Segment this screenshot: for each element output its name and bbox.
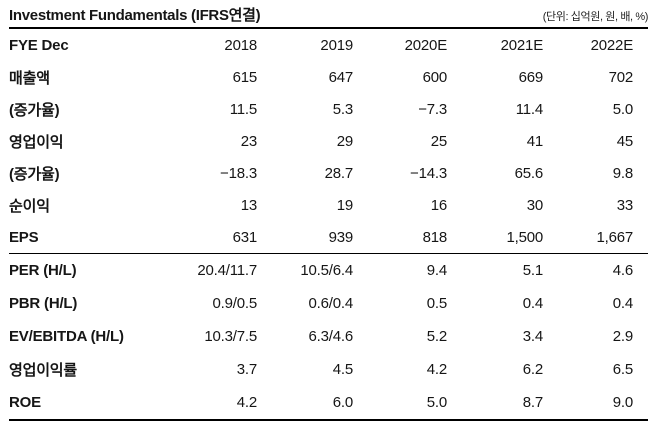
cell-value: 0.5 xyxy=(426,295,447,312)
row-label: EV/EBITDA (H/L) xyxy=(9,328,124,345)
page-title: Investment Fundamentals (IFRS연결) xyxy=(9,7,261,24)
header-year-2019: 2019 xyxy=(320,36,353,54)
cell-value: 9.8 xyxy=(612,164,633,182)
cell-value: 5.1 xyxy=(447,253,543,287)
cell-value: 16 xyxy=(430,196,447,214)
table-row-revenue-growth: (증가율) 11.5 5.3 −7.3 11.4 5.0 xyxy=(9,93,648,125)
cell-value: 30 xyxy=(526,196,543,214)
row-label: EPS xyxy=(9,228,39,246)
cell-value: 5.2 xyxy=(426,328,447,345)
report-table-panel: Investment Fundamentals (IFRS연결) (단위: 십억… xyxy=(9,0,648,421)
cell-value: 6.5 xyxy=(612,361,633,378)
cell-value: 23 xyxy=(240,132,257,150)
table-row-op-growth: (증가율) −18.3 28.7 −14.3 65.6 9.8 xyxy=(9,157,648,189)
table-row-net-profit: 순이익 13 19 16 30 33 xyxy=(9,189,648,221)
unit-note: (단위: 십억원, 원, 배, %) xyxy=(542,11,649,23)
cell-value: 600 xyxy=(422,68,448,86)
cell-value: 11.5 xyxy=(229,100,257,118)
cell-value: 0.6/0.4 xyxy=(308,295,354,312)
cell-value: 615 xyxy=(232,68,258,86)
row-label: 영업이익 xyxy=(9,133,64,151)
cell-value: 10.3/7.5 xyxy=(204,328,257,345)
cell-value: 5.0 xyxy=(612,100,633,118)
row-label: PBR (H/L) xyxy=(9,295,78,312)
table-title-bar: Investment Fundamentals (IFRS연결) (단위: 십억… xyxy=(9,0,648,29)
cell-value: 41 xyxy=(526,132,543,150)
cell-value: 0.4 xyxy=(522,295,543,312)
cell-value: 11.4 xyxy=(515,100,543,118)
cell-value: −18.3 xyxy=(220,164,257,182)
cell-value: 3.7 xyxy=(236,361,257,378)
header-year-2018: 2018 xyxy=(224,36,257,54)
cell-value: 25 xyxy=(430,132,447,150)
cell-value: 2.9 xyxy=(612,328,633,345)
table-row-roe: ROE 4.2 6.0 5.0 8.7 9.0 xyxy=(9,386,648,420)
header-year-2020e: 2020E xyxy=(404,36,448,54)
table-row-per: PER (H/L) 20.4/11.7 10.5/6.4 9.4 5.1 4.6 xyxy=(9,253,648,287)
cell-value: 5.3 xyxy=(332,100,353,118)
table-row-ev-ebitda: EV/EBITDA (H/L) 10.3/7.5 6.3/4.6 5.2 3.4… xyxy=(9,320,648,353)
cell-value: 631 xyxy=(232,228,258,246)
cell-value: 9.4 xyxy=(353,253,447,287)
table-row-op-margin: 영업이익률 3.7 4.5 4.2 6.2 6.5 xyxy=(9,353,648,386)
table-row-operating-profit: 영업이익 23 29 25 41 45 xyxy=(9,125,648,157)
cell-value: 45 xyxy=(616,132,633,150)
cell-value: 9.0 xyxy=(612,394,633,411)
table-row-revenue: 매출액 615 647 600 669 702 xyxy=(9,61,648,93)
cell-value: 4.2 xyxy=(426,361,447,378)
row-label: PER (H/L) xyxy=(9,253,162,287)
table-header-row: FYE Dec 2018 2019 2020E 2021E 2022E xyxy=(9,29,648,61)
cell-value: 19 xyxy=(336,196,353,214)
cell-value: 28.7 xyxy=(324,164,354,182)
cell-value: 33 xyxy=(616,196,633,214)
cell-value: 29 xyxy=(336,132,353,150)
row-label: 영업이익률 xyxy=(9,362,78,379)
cell-value: 4.2 xyxy=(236,394,257,411)
fundamentals-table: FYE Dec 2018 2019 2020E 2021E 2022E 매출액 … xyxy=(9,29,648,421)
row-label: (증가율) xyxy=(9,165,60,183)
header-fye-dec: FYE Dec xyxy=(9,36,69,54)
cell-value: 8.7 xyxy=(522,394,543,411)
cell-value: 647 xyxy=(328,68,354,86)
cell-value: 65.6 xyxy=(514,164,544,182)
row-label: (증가율) xyxy=(9,101,60,119)
row-label: 순이익 xyxy=(9,197,50,215)
cell-value: 6.2 xyxy=(522,361,543,378)
cell-value: 4.5 xyxy=(332,361,353,378)
cell-value: 4.6 xyxy=(543,253,648,287)
cell-value: 3.4 xyxy=(522,328,543,345)
cell-value: 0.4 xyxy=(612,295,633,312)
row-label: 매출액 xyxy=(9,69,50,87)
cell-value: 6.3/4.6 xyxy=(308,328,354,345)
cell-value: 5.0 xyxy=(426,394,447,411)
header-year-2021e: 2021E xyxy=(500,36,544,54)
header-year-2022e: 2022E xyxy=(590,36,634,54)
table-row-pbr: PBR (H/L) 0.9/0.5 0.6/0.4 0.5 0.4 0.4 xyxy=(9,287,648,320)
row-label: ROE xyxy=(9,394,41,411)
cell-value: 1,500 xyxy=(506,228,543,246)
cell-value: 818 xyxy=(422,228,448,246)
table-row-eps: EPS 631 939 818 1,500 1,667 xyxy=(9,221,648,254)
cell-value: 939 xyxy=(328,228,354,246)
cell-value: −14.3 xyxy=(410,164,447,182)
cell-value: −7.3 xyxy=(418,100,447,118)
cell-value: 1,667 xyxy=(596,228,633,246)
cell-value: 13 xyxy=(240,196,257,214)
cell-value: 10.5/6.4 xyxy=(257,253,353,287)
cell-value: 702 xyxy=(608,68,634,86)
cell-value: 20.4/11.7 xyxy=(162,253,257,287)
cell-value: 669 xyxy=(518,68,544,86)
cell-value: 0.9/0.5 xyxy=(212,295,258,312)
cell-value: 6.0 xyxy=(332,394,353,411)
